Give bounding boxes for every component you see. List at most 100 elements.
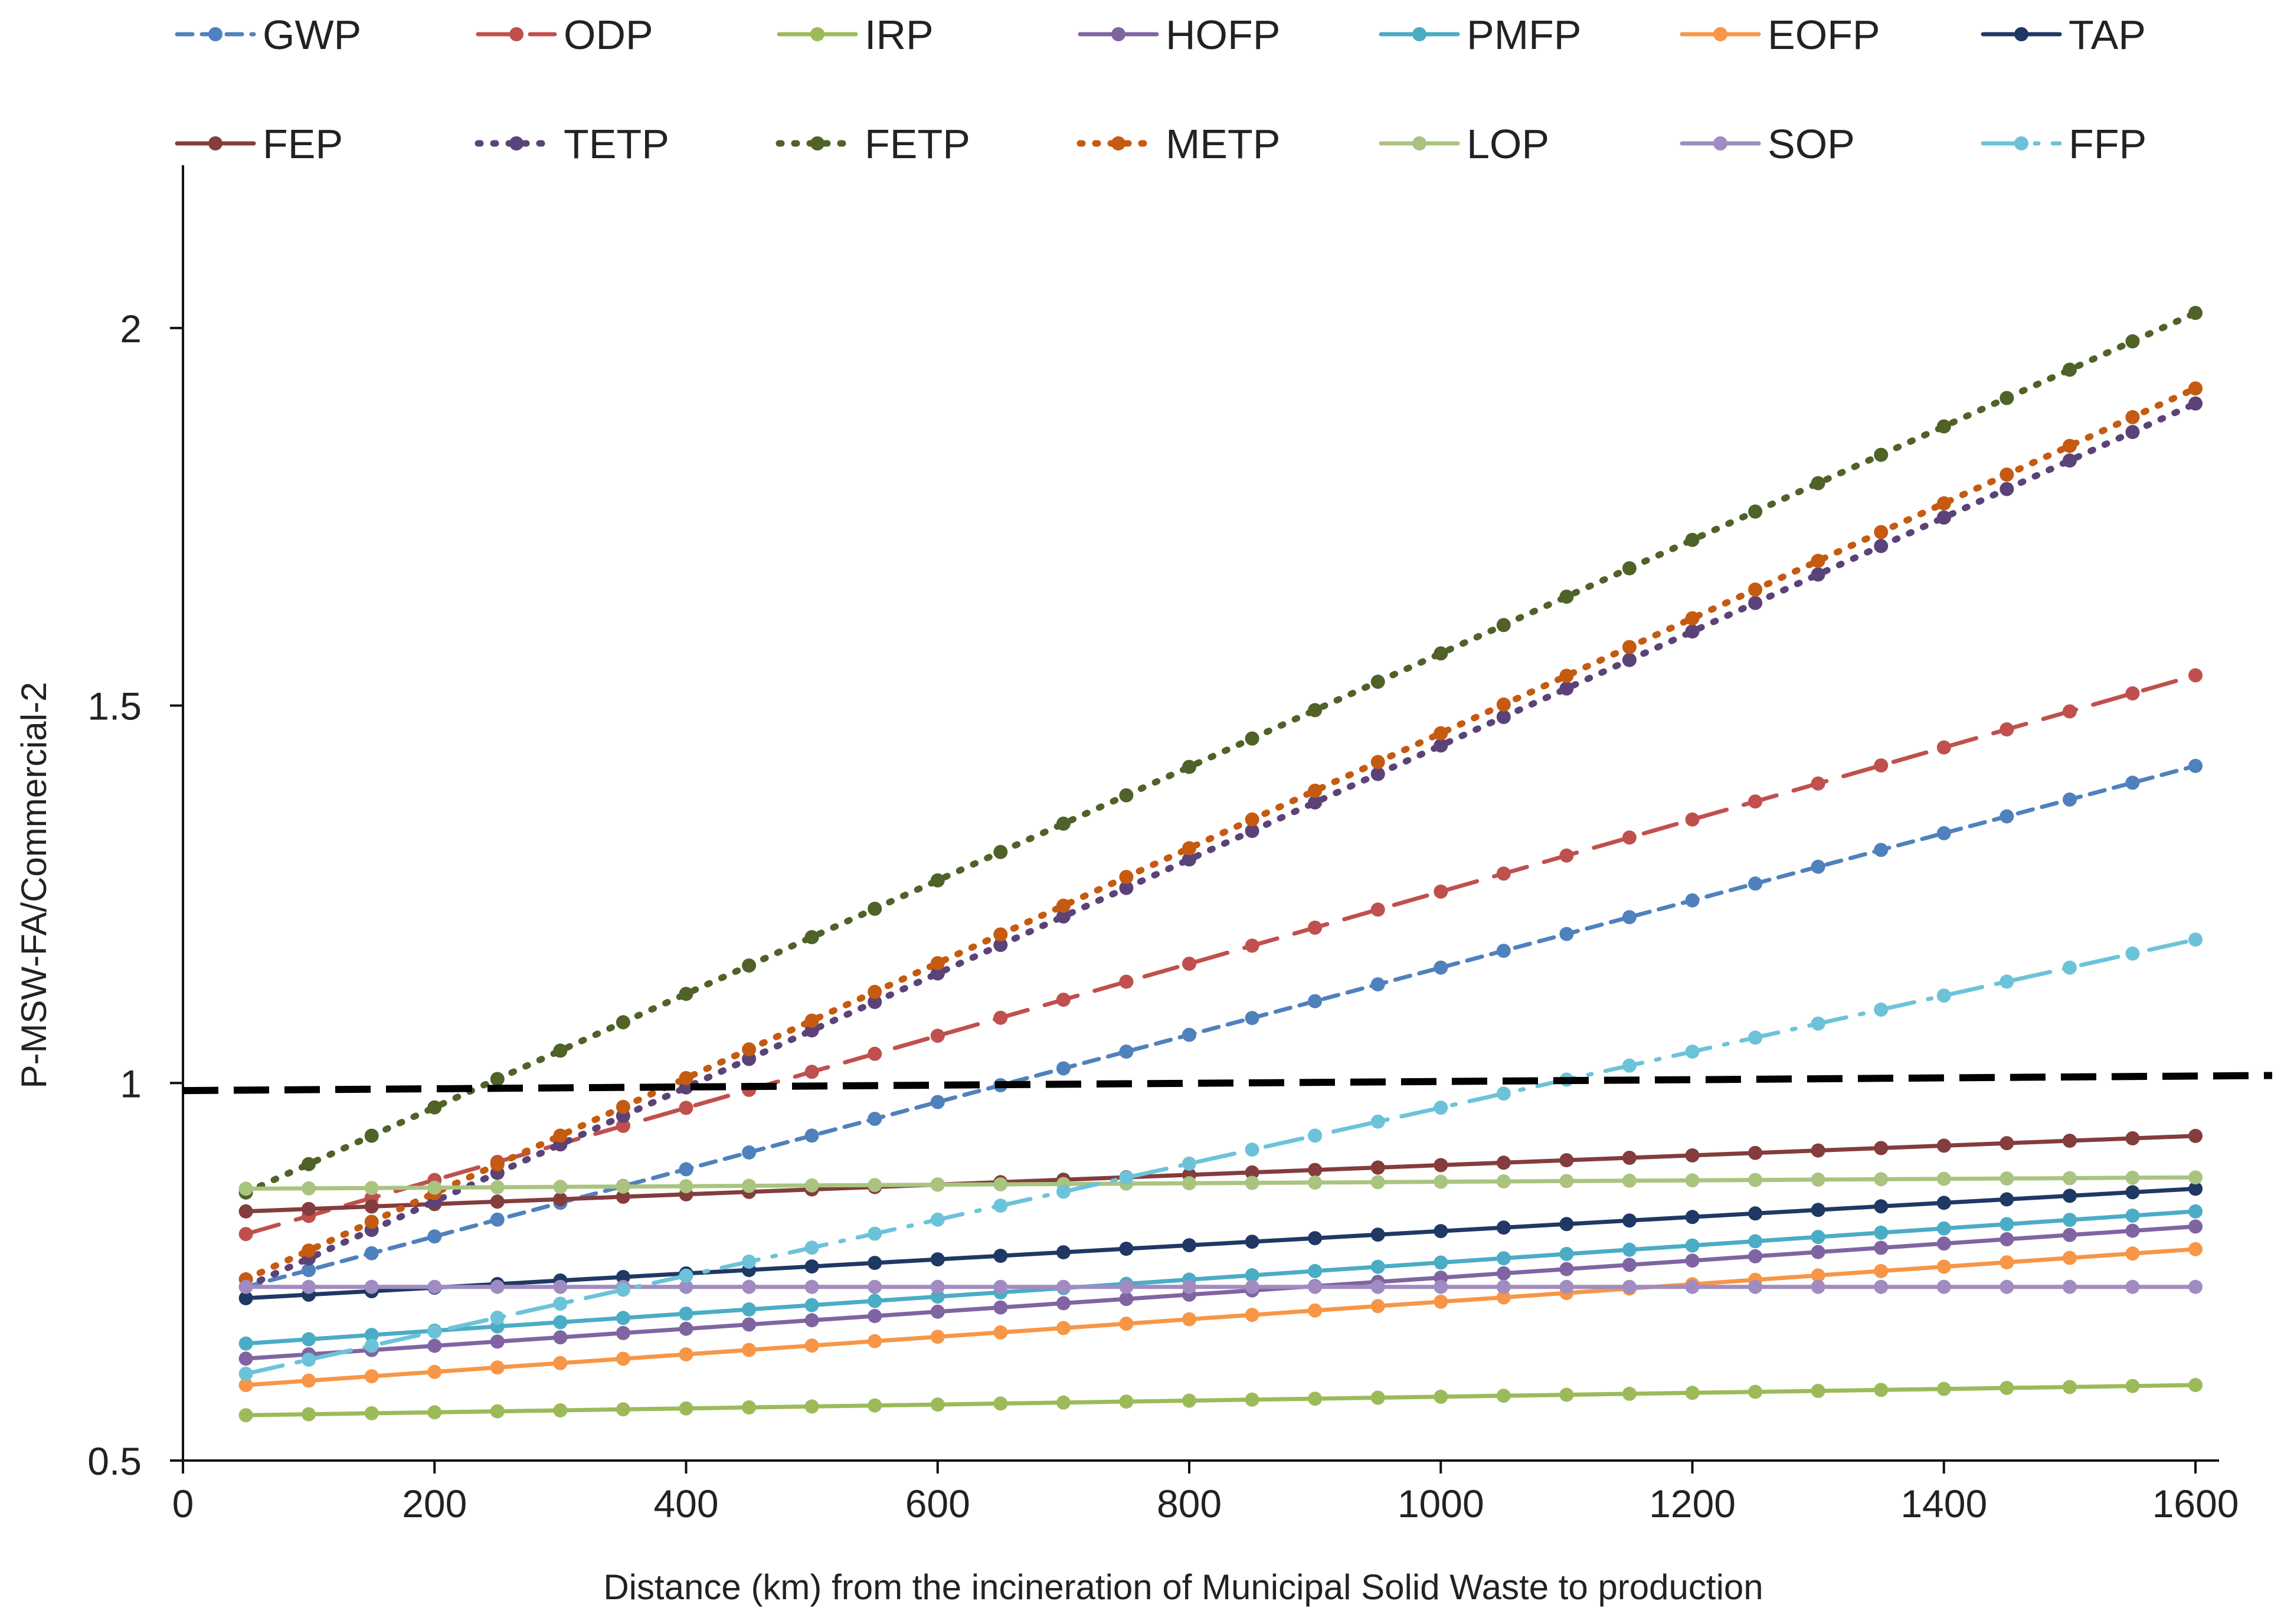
data-point-lop [553,1180,568,1194]
data-point-tap [1370,1227,1385,1242]
data-point-eofp [993,1325,1008,1340]
data-point-gwp [1622,910,1637,925]
data-point-pmfp [1811,1230,1825,1245]
data-point-sop [993,1279,1008,1294]
data-point-pmfp [1370,1259,1385,1274]
data-point-eofp [1936,1259,1951,1274]
series-sop [238,1279,2203,1294]
data-point-irp [2125,1379,2140,1393]
data-point-sop [1308,1279,1323,1294]
legend-label: PMFP [1467,12,1581,58]
data-point-gwp [804,1128,819,1143]
data-point-sop [238,1279,253,1294]
data-point-gwp [1559,926,1574,941]
data-point-fep [1370,1160,1385,1175]
data-point-ffp [1874,1002,1889,1017]
data-point-irp [2062,1380,2077,1394]
legend-swatch-marker [1412,27,1426,41]
data-point-ffp [1434,1101,1448,1115]
data-point-pmfp [616,1311,630,1325]
x-tick-label: 1600 [2152,1482,2239,1525]
data-point-tetp [2000,482,2014,496]
data-point-tap [238,1291,253,1305]
data-point-hofp [553,1330,568,1345]
data-point-sop [302,1279,316,1294]
data-point-tap [1182,1238,1196,1253]
data-point-lop [1559,1174,1574,1188]
data-point-tap [804,1259,819,1274]
data-point-tap [1056,1245,1071,1260]
data-point-eofp [742,1343,757,1357]
data-point-tetp [1685,624,1700,639]
data-point-metp [1811,554,1825,568]
legend-label: TETP [564,121,669,167]
data-point-ffp [1119,1170,1134,1185]
x-axis-title: Distance (km) from the incineration of M… [603,1567,1763,1607]
data-point-gwp [1748,876,1763,891]
series-pmfp [238,1204,2203,1351]
legend-swatch-marker [1713,27,1727,41]
data-point-eofp [364,1369,379,1384]
data-point-fetp [616,1015,630,1030]
series-eofp [238,1242,2203,1393]
data-point-fetp [553,1043,568,1058]
data-point-lop [1308,1175,1323,1190]
legend-label: EOFP [1768,12,1880,58]
data-point-odp [1245,938,1259,953]
data-point-metp [1182,841,1196,856]
legend-item-pmfp: PMFP [1379,12,1581,58]
data-point-hofp [1559,1262,1574,1276]
data-point-irp [1496,1389,1511,1403]
data-point-odp [1434,884,1448,899]
data-point-tetp [1559,681,1574,696]
data-point-ffp [553,1296,568,1311]
data-point-metp [1434,726,1448,741]
data-point-irp [930,1397,945,1412]
data-point-tap [930,1252,945,1267]
data-point-odp [1308,921,1323,935]
data-point-irp [553,1403,568,1417]
data-point-eofp [868,1334,882,1348]
data-point-eofp [238,1378,253,1393]
data-point-metp [1496,697,1511,712]
data-point-fetp [1496,618,1511,633]
data-point-odp [2125,686,2140,700]
data-point-sop [1056,1279,1071,1294]
series-line-hofp [244,1224,2198,1361]
data-point-fetp [427,1100,442,1115]
legend: GWP ODP IRP HOFP PMFP EOFP TAP FEP TETP FETP METP L… [175,12,2146,167]
data-point-pmfp [930,1289,945,1304]
data-point-tap [616,1270,630,1284]
data-point-gwp [1182,1027,1196,1042]
y-tick-label: 0.5 [87,1439,142,1483]
data-point-tetp [2062,453,2077,468]
legend-item-ffp: FFP [1981,121,2146,167]
data-point-sop [1936,1279,1951,1294]
data-point-hofp [2000,1232,2014,1246]
legend-swatch-marker [208,136,222,150]
data-point-gwp [1119,1045,1134,1059]
data-point-eofp [2062,1250,2077,1265]
data-point-ffp [2062,960,2077,975]
data-point-tetp [804,1023,819,1038]
legend-item-gwp: GWP [175,12,361,58]
data-point-metp [742,1042,757,1057]
legend-label: HOFP [1166,12,1280,58]
data-point-sop [1559,1279,1574,1294]
data-point-odp [930,1029,945,1043]
data-point-fep [1245,1165,1259,1180]
data-point-eofp [2125,1246,2140,1261]
data-point-gwp [679,1162,693,1177]
data-point-lop [2062,1171,2077,1186]
series-line-gwp [244,764,2198,1289]
data-point-fetp [302,1157,316,1171]
data-point-lop [2188,1170,2203,1185]
data-point-irp [868,1398,882,1413]
data-point-irp [1559,1387,1574,1402]
data-point-sop [1434,1279,1448,1294]
x-tick-label: 1000 [1398,1482,1484,1525]
data-point-sop [490,1279,505,1294]
legend-swatch-marker [2014,27,2028,41]
data-point-hofp [679,1321,693,1336]
legend-label: METP [1166,121,1280,167]
